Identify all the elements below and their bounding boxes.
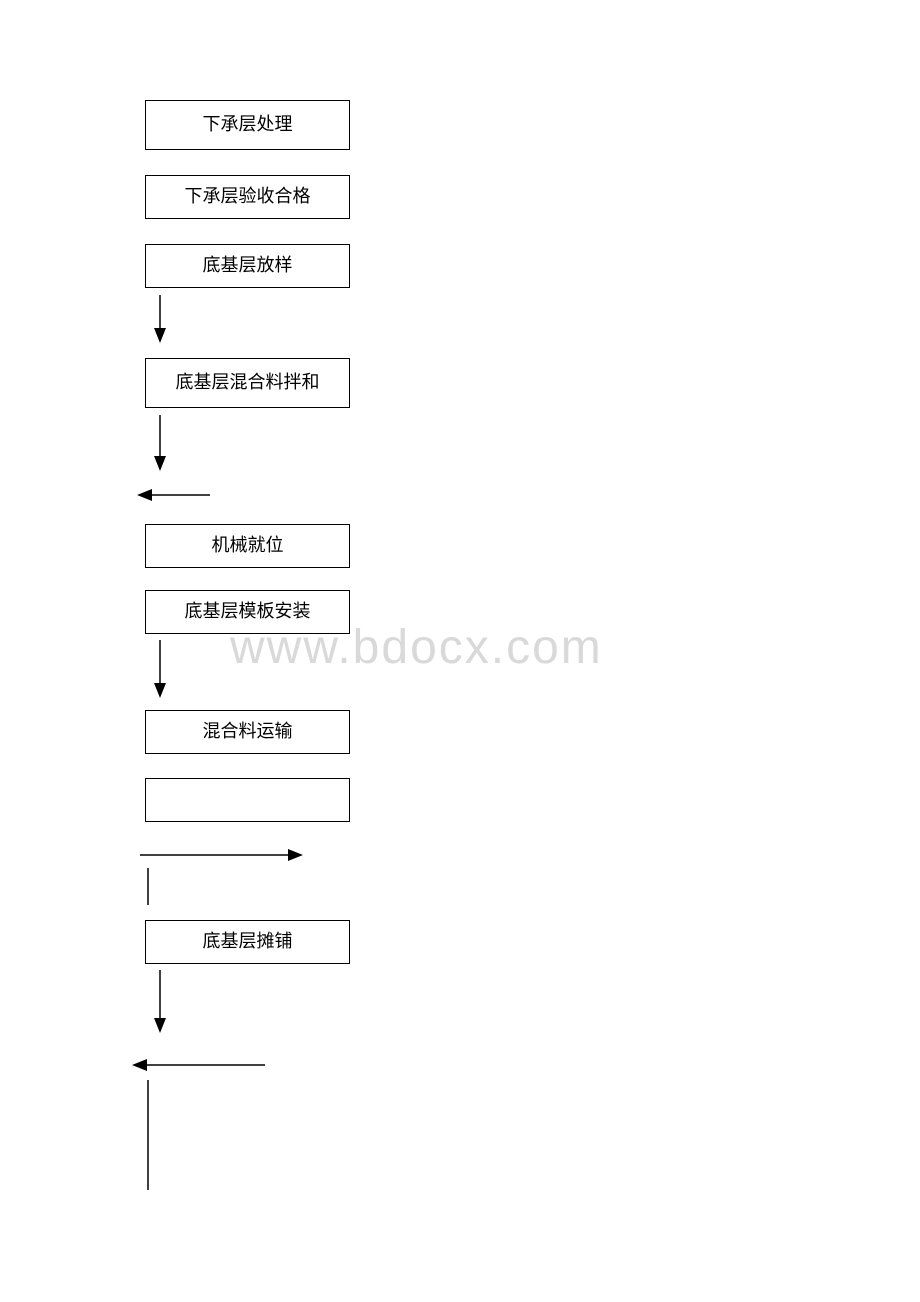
flow-node-5: 机械就位 [145,524,350,568]
flow-node-2: 下承层验收合格 [145,175,350,219]
flow-node-7-label: 混合料运输 [203,719,293,744]
flow-node-1: 下承层处理 [145,100,350,150]
flow-node-4: 底基层混合料拌和 [145,358,350,408]
flow-node-8 [145,778,350,822]
flow-node-5-label: 机械就位 [212,533,284,558]
flow-node-9-label: 底基层摊铺 [203,929,293,954]
flow-node-1-label: 下承层处理 [203,112,293,137]
flow-node-6: 底基层模板安装 [145,590,350,634]
flow-node-3-label: 底基层放样 [203,253,293,278]
flow-node-2-label: 下承层验收合格 [185,184,311,209]
flow-node-6-label: 底基层模板安装 [185,599,311,624]
flow-node-9: 底基层摊铺 [145,920,350,964]
flow-node-7: 混合料运输 [145,710,350,754]
flow-node-4-label: 底基层混合料拌和 [176,370,320,395]
flow-node-3: 底基层放样 [145,244,350,288]
